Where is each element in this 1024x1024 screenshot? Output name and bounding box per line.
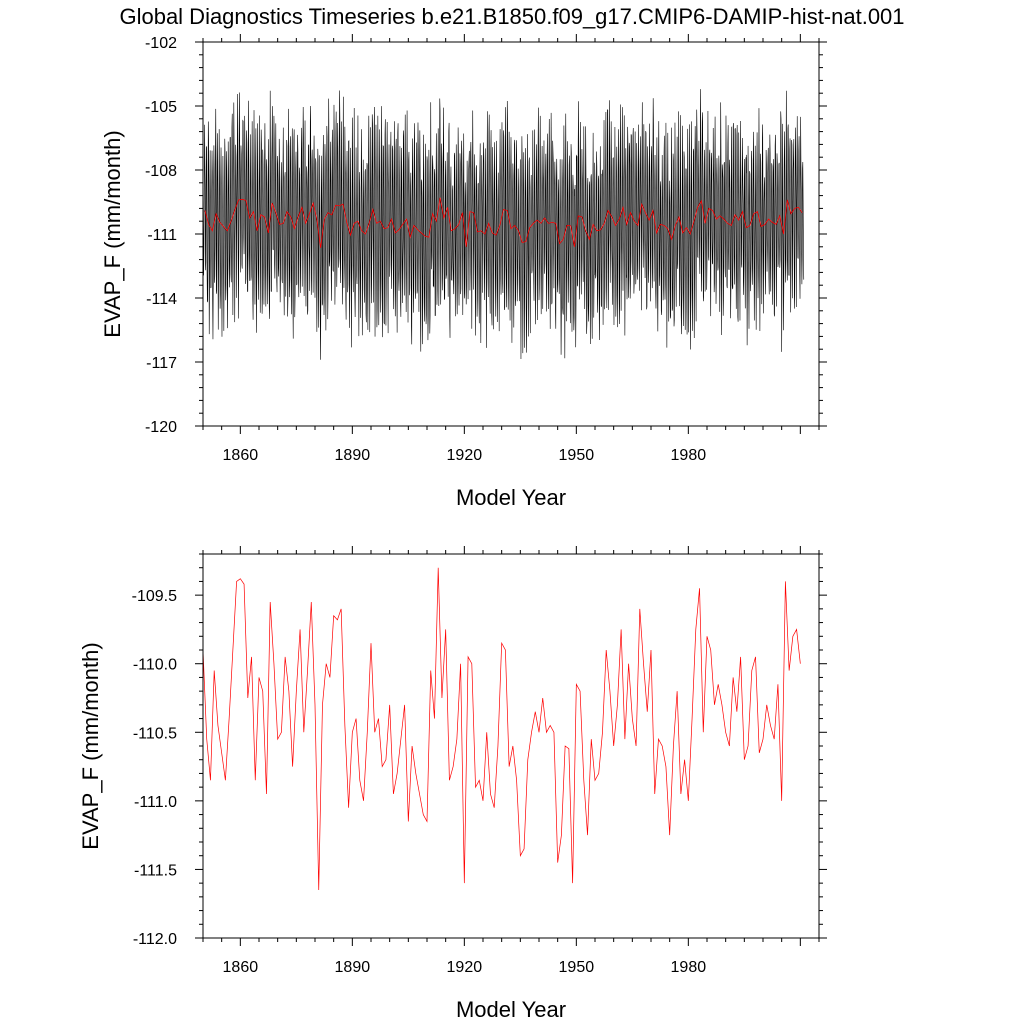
y-tick-label: -110.5 <box>133 725 177 742</box>
y-tick-label: -112.0 <box>133 931 177 948</box>
x-tick-label: 1920 <box>447 959 483 976</box>
y-axis-label: EVAP_F (mm/month) <box>78 642 103 849</box>
y-tick-label: -105 <box>145 99 177 116</box>
figure-title: Global Diagnostics Timeseries b.e21.B185… <box>119 4 904 29</box>
axis-ticks: 1860 1890 1920 1950 1980 -120 -117 -114 -111 -108… <box>145 34 827 464</box>
y-tick-label: -111.0 <box>134 794 177 811</box>
axis-ticks: 1860 1890 1920 1950 1980 -112.0 -111.5 -111.0 -1… <box>132 546 827 976</box>
y-axis-label: EVAP_F (mm/month) <box>100 130 125 337</box>
x-tick-label: 1980 <box>671 447 707 464</box>
monthly-series-line <box>203 89 805 360</box>
y-tick-label: -110.0 <box>133 657 177 674</box>
x-axis-label: Model Year <box>456 485 566 510</box>
x-tick-label: 1980 <box>671 959 707 976</box>
annual-mean-line <box>203 567 801 891</box>
panel-annual-mean: 1860 1890 1920 1950 1980 -112.0 -111.5 -111.0 -1… <box>78 546 827 1022</box>
x-tick-label: 1860 <box>223 959 259 976</box>
annual-mean-line <box>204 197 803 248</box>
y-tick-label: -111.5 <box>134 862 177 879</box>
y-tick-label: -108 <box>145 163 177 180</box>
y-tick-label: -117 <box>146 355 177 372</box>
x-tick-label: 1890 <box>335 959 371 976</box>
x-axis-label: Model Year <box>456 997 566 1022</box>
y-tick-label: -114 <box>146 291 177 308</box>
y-tick-label: -102 <box>145 35 177 52</box>
y-tick-label: -120 <box>145 419 177 436</box>
plot-area <box>203 89 805 360</box>
x-tick-label: 1950 <box>559 959 595 976</box>
y-tick-label: -111 <box>147 227 177 244</box>
x-tick-label: 1860 <box>223 447 259 464</box>
x-tick-label: 1920 <box>447 447 483 464</box>
plot-frame <box>202 553 820 939</box>
panel-monthly-and-annual: 1860 1890 1920 1950 1980 -120 -117 -114 -111 -108… <box>100 34 827 510</box>
x-tick-label: 1890 <box>335 447 371 464</box>
y-tick-label: -109.5 <box>132 588 177 605</box>
x-tick-label: 1950 <box>559 447 595 464</box>
plot-area <box>203 567 801 891</box>
